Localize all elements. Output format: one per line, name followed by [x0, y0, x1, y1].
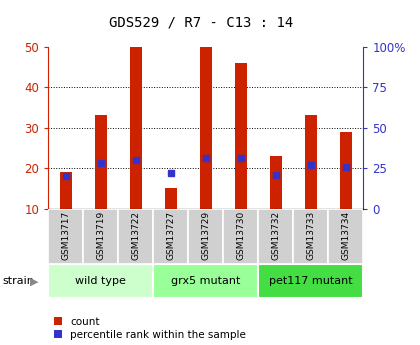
Text: GSM13719: GSM13719 [96, 210, 105, 260]
Bar [83, 209, 118, 264]
Bar [153, 264, 258, 298]
Bar [118, 209, 153, 264]
Text: GSM13722: GSM13722 [131, 211, 140, 260]
Bar [223, 209, 258, 264]
Bar [235, 63, 247, 209]
Bar [270, 156, 282, 209]
Text: GSM13717: GSM13717 [61, 210, 70, 260]
Text: GDS529 / R7 - C13 : 14: GDS529 / R7 - C13 : 14 [110, 16, 294, 29]
Text: pet117 mutant: pet117 mutant [269, 276, 353, 286]
Bar [258, 209, 293, 264]
Bar [130, 47, 142, 209]
Text: GSM13733: GSM13733 [306, 210, 315, 260]
Bar [94, 116, 107, 209]
Text: strain: strain [2, 276, 34, 286]
Text: GSM13729: GSM13729 [201, 211, 210, 260]
Bar [48, 209, 83, 264]
Bar [188, 209, 223, 264]
Bar [293, 209, 328, 264]
Bar [340, 132, 352, 209]
Bar [258, 264, 363, 298]
Bar [48, 264, 153, 298]
Text: GSM13732: GSM13732 [271, 211, 280, 260]
Bar [328, 209, 363, 264]
Text: GSM13727: GSM13727 [166, 211, 175, 260]
Text: GSM13734: GSM13734 [341, 211, 350, 260]
Text: GSM13730: GSM13730 [236, 210, 245, 260]
Bar [60, 172, 72, 209]
Text: grx5 mutant: grx5 mutant [171, 276, 241, 286]
Bar [165, 188, 177, 209]
Bar [153, 209, 188, 264]
Text: ▶: ▶ [30, 276, 39, 286]
Legend: count, percentile rank within the sample: count, percentile rank within the sample [53, 317, 246, 340]
Bar [200, 47, 212, 209]
Bar [304, 116, 317, 209]
Text: wild type: wild type [75, 276, 126, 286]
